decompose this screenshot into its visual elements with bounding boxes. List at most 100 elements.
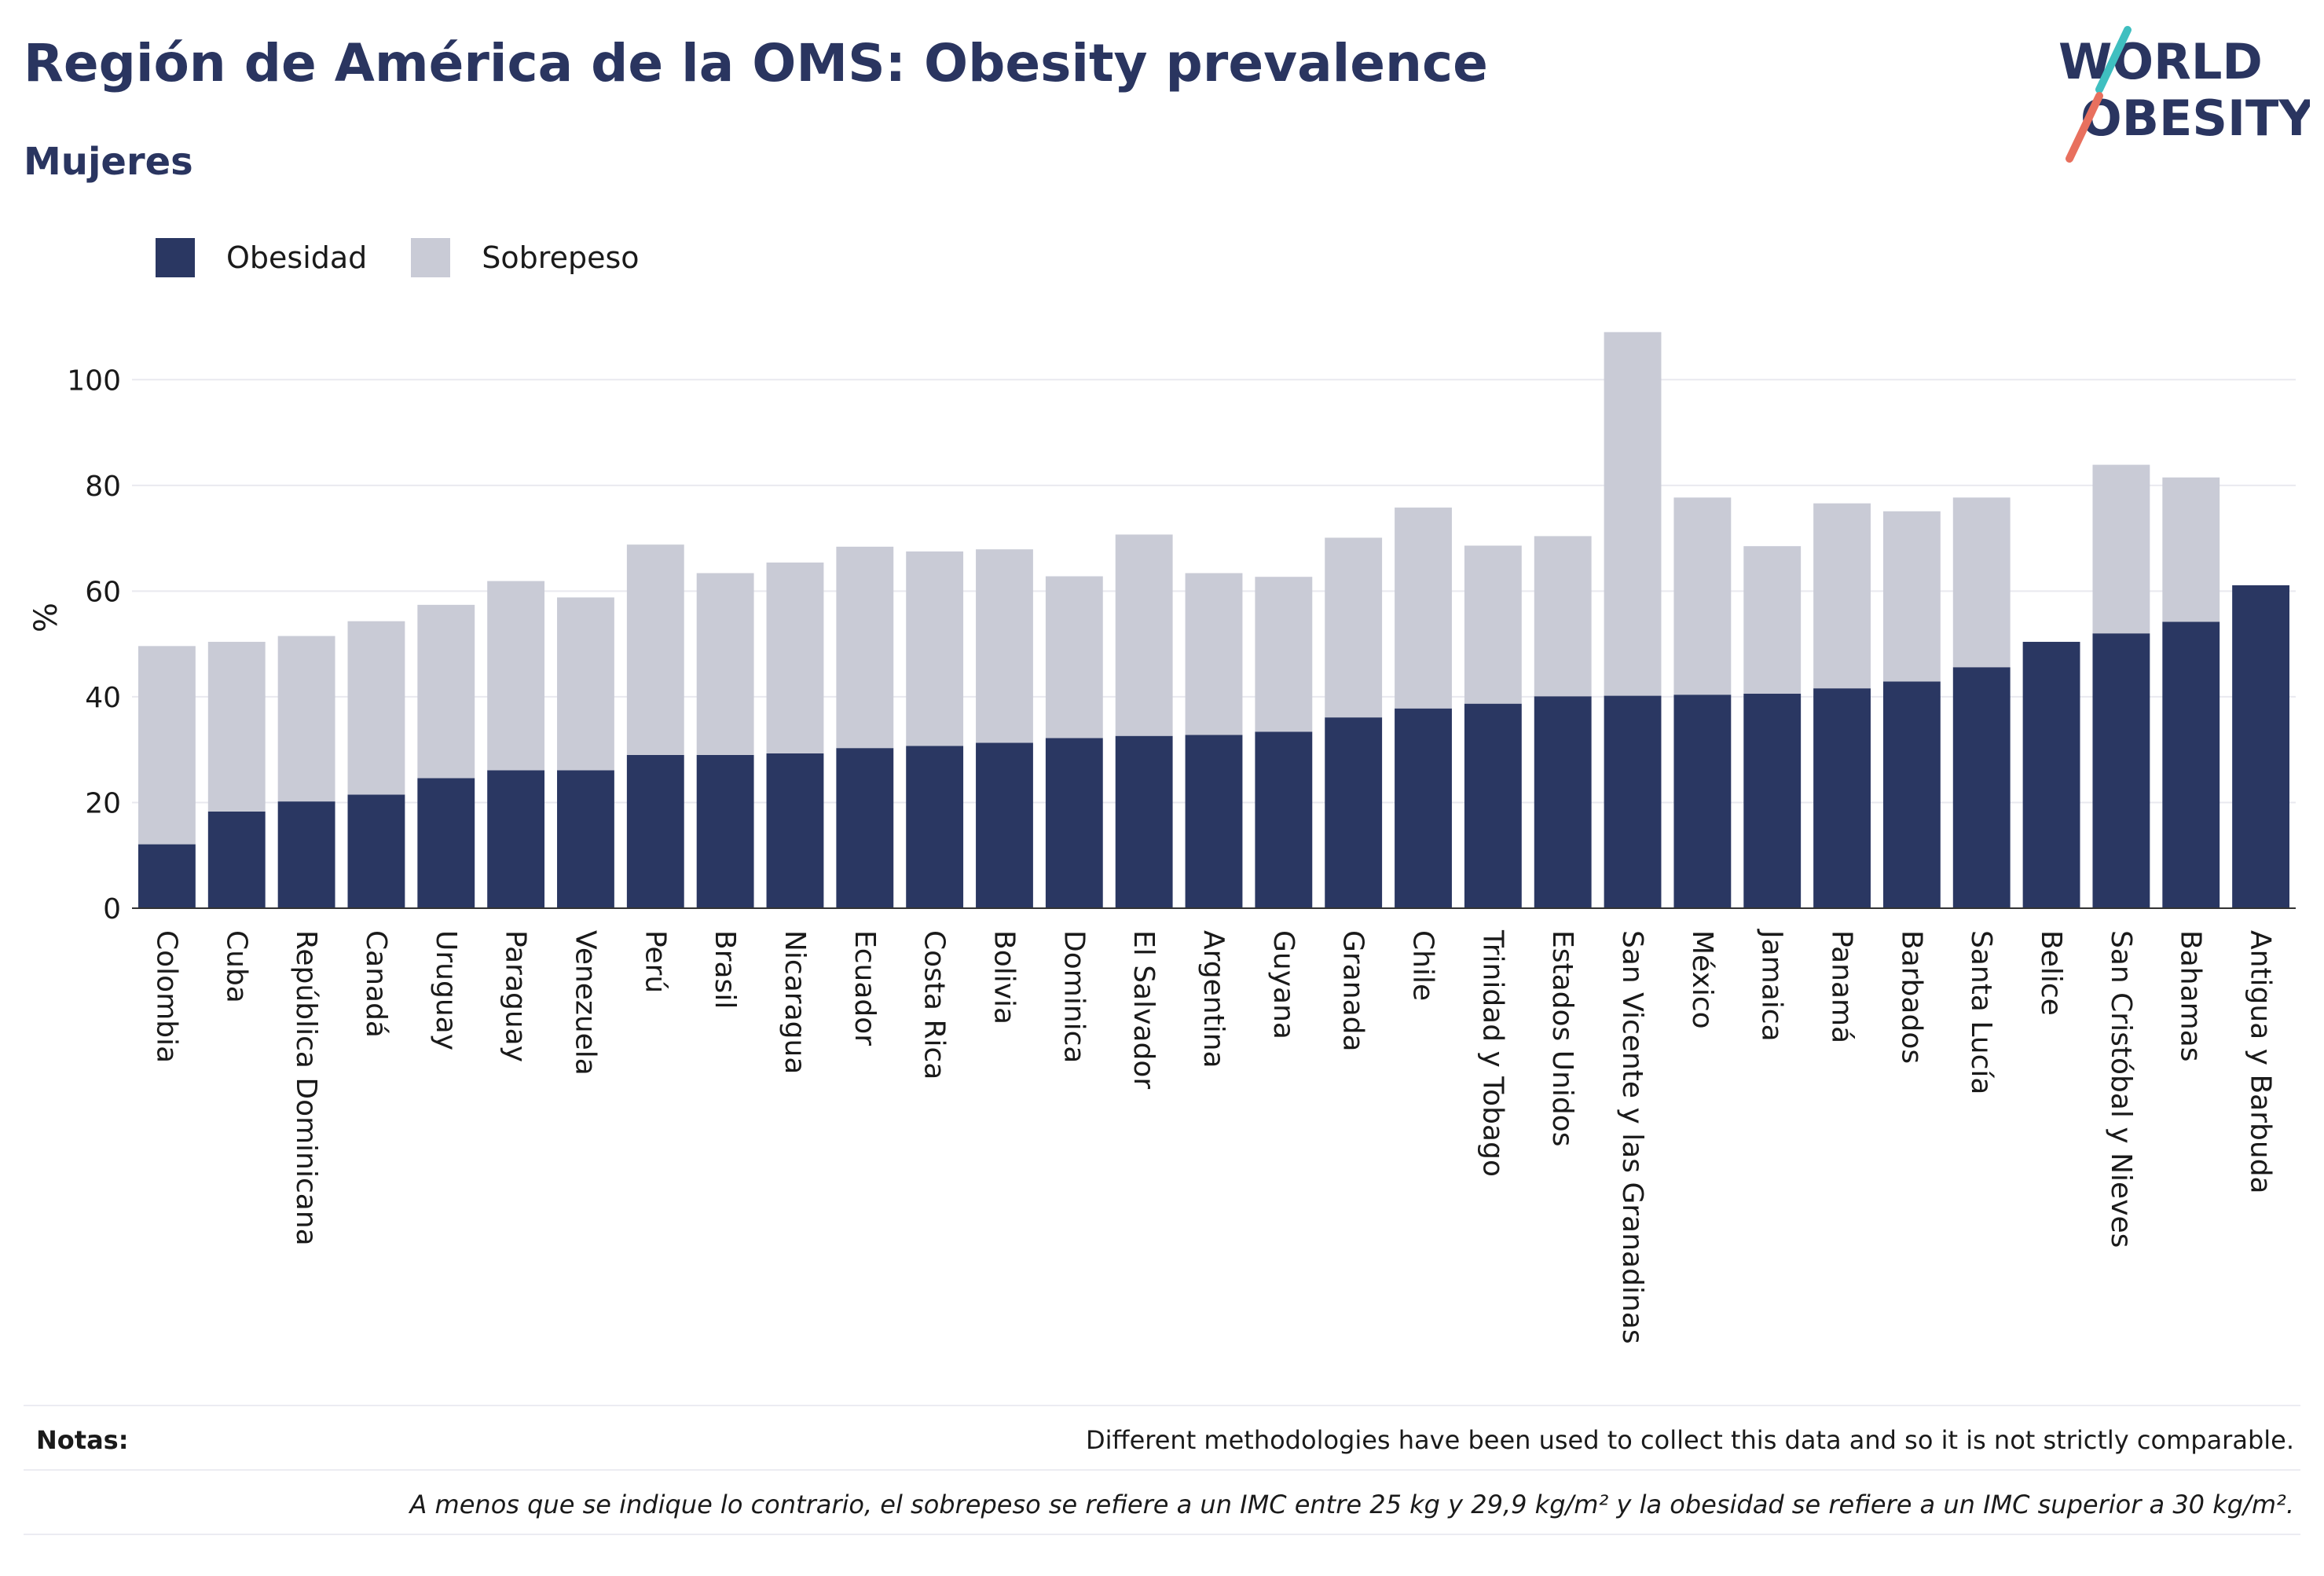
bar-obesity[interactable]: [1115, 735, 1173, 908]
bar-obesity[interactable]: [1255, 731, 1313, 908]
legend-label-overweight: Sobrepeso: [482, 240, 640, 275]
x-tick-label: Uruguay: [430, 930, 462, 1050]
bar-obesity[interactable]: [1604, 695, 1662, 908]
legend-item-overweight[interactable]: Sobrepeso: [411, 238, 640, 277]
x-tick-label: Antigua y Barbuda: [2245, 930, 2277, 1194]
bar-overweight[interactable]: [277, 636, 335, 802]
bar-obesity[interactable]: [347, 794, 405, 908]
x-tick-label: Ecuador: [849, 930, 881, 1046]
bar-obesity[interactable]: [1673, 695, 1732, 908]
y-tick-label: 60: [85, 576, 121, 608]
x-tick-label: Jamaica: [1756, 929, 1788, 1042]
bar-obesity[interactable]: [1952, 667, 2011, 908]
bar-overweight[interactable]: [1604, 332, 1662, 696]
bar-obesity[interactable]: [766, 753, 824, 908]
bar-overweight[interactable]: [836, 546, 894, 749]
y-axis-ticks: 0 20 40 60 80 100: [67, 365, 121, 925]
bar-obesity[interactable]: [976, 742, 1033, 908]
x-tick-label: Chile: [1407, 930, 1439, 1001]
x-tick-label: Belice: [2035, 930, 2067, 1016]
y-tick-label: 100: [67, 365, 121, 397]
chart-bars: [137, 332, 2290, 908]
bar-overweight[interactable]: [207, 641, 266, 812]
legend-swatch-overweight: [411, 238, 451, 277]
bar-obesity[interactable]: [1325, 717, 1383, 908]
x-tick-label: Canadá: [360, 930, 392, 1038]
bar-overweight[interactable]: [696, 573, 754, 755]
legend-item-obesity[interactable]: Obesidad: [156, 238, 367, 277]
bar-obesity[interactable]: [277, 801, 335, 908]
bar-obesity[interactable]: [836, 748, 894, 908]
notes-top-divider: [24, 1405, 2300, 1406]
bar-overweight[interactable]: [1882, 511, 1941, 682]
x-tick-label: Cuba: [220, 930, 252, 1003]
bar-overweight[interactable]: [1325, 537, 1383, 718]
bar-obesity[interactable]: [696, 754, 754, 908]
y-axis-label: %: [28, 603, 64, 632]
page-subtitle: Mujeres: [24, 140, 193, 184]
legend-label-obesity: Obesidad: [226, 240, 368, 275]
bar-obesity[interactable]: [2022, 641, 2080, 908]
bar-obesity[interactable]: [557, 770, 614, 908]
bar-obesity[interactable]: [2162, 621, 2220, 908]
y-tick-label: 40: [85, 682, 121, 714]
bar-overweight[interactable]: [2162, 477, 2220, 622]
legend-swatch-obesity: [156, 238, 195, 277]
bar-obesity[interactable]: [1743, 693, 1802, 908]
x-tick-label: Granada: [1337, 930, 1369, 1052]
bar-overweight[interactable]: [137, 646, 196, 845]
bar-overweight[interactable]: [1395, 508, 1452, 709]
x-tick-label: Venezuela: [569, 930, 601, 1076]
bar-obesity[interactable]: [487, 770, 545, 908]
page-title: Región de América de la OMS: Obesity pre…: [24, 33, 1488, 93]
bar-obesity[interactable]: [1813, 688, 1871, 908]
bar-overweight[interactable]: [766, 563, 824, 753]
bar-obesity[interactable]: [906, 746, 964, 908]
x-tick-label: El Salvador: [1127, 930, 1160, 1089]
x-tick-label: San Vicente y las Granadinas: [1616, 930, 1648, 1344]
bar-overweight[interactable]: [2092, 464, 2150, 634]
bar-overweight[interactable]: [1255, 577, 1313, 732]
bar-overweight[interactable]: [1464, 545, 1522, 704]
bar-obesity[interactable]: [1395, 708, 1452, 908]
bar-obesity[interactable]: [2232, 585, 2290, 908]
bar-overweight[interactable]: [1534, 536, 1592, 697]
bar-overweight[interactable]: [1952, 497, 2011, 668]
bar-obesity[interactable]: [207, 811, 266, 908]
bar-overweight[interactable]: [557, 597, 614, 771]
bar-overweight[interactable]: [417, 604, 475, 779]
bar-obesity[interactable]: [2092, 633, 2150, 908]
bar-obesity[interactable]: [1464, 703, 1522, 908]
bar-overweight[interactable]: [1743, 546, 1802, 694]
y-tick-label: 80: [85, 471, 121, 503]
bar-overweight[interactable]: [906, 551, 964, 746]
bar-obesity[interactable]: [137, 844, 196, 908]
x-tick-label: Bahamas: [2175, 930, 2207, 1062]
x-axis-ticks: Colombia Cuba República Dominicana Canadá Ur…: [150, 929, 2276, 1344]
notes-middle-divider: [24, 1469, 2300, 1471]
bar-obesity[interactable]: [1185, 735, 1243, 908]
bar-overweight[interactable]: [1813, 503, 1871, 689]
x-tick-label: Paraguay: [500, 930, 532, 1062]
bar-overweight[interactable]: [1115, 534, 1173, 736]
x-tick-label: Estados Unidos: [1546, 930, 1578, 1147]
world-obesity-logo: WORLD OBESITY: [2058, 26, 2310, 163]
bar-overweight[interactable]: [347, 621, 405, 795]
x-tick-label: México: [1686, 930, 1718, 1029]
bar-overweight[interactable]: [626, 544, 684, 755]
bar-overweight[interactable]: [1045, 576, 1103, 739]
x-tick-label: Brasil: [709, 930, 741, 1009]
bar-obesity[interactable]: [1882, 681, 1941, 908]
x-tick-label: Guyana: [1267, 930, 1299, 1039]
y-tick-label: 0: [103, 893, 121, 925]
x-tick-label: San Cristóbal y Nieves: [2105, 930, 2137, 1248]
bar-obesity[interactable]: [1534, 696, 1592, 908]
chart-legend: Obesidad Sobrepeso: [156, 236, 684, 280]
bar-overweight[interactable]: [976, 549, 1033, 743]
bar-overweight[interactable]: [1185, 573, 1243, 735]
bar-overweight[interactable]: [487, 581, 545, 771]
bar-overweight[interactable]: [1673, 497, 1732, 695]
bar-obesity[interactable]: [417, 778, 475, 908]
bar-obesity[interactable]: [1045, 738, 1103, 908]
bar-obesity[interactable]: [626, 754, 684, 908]
